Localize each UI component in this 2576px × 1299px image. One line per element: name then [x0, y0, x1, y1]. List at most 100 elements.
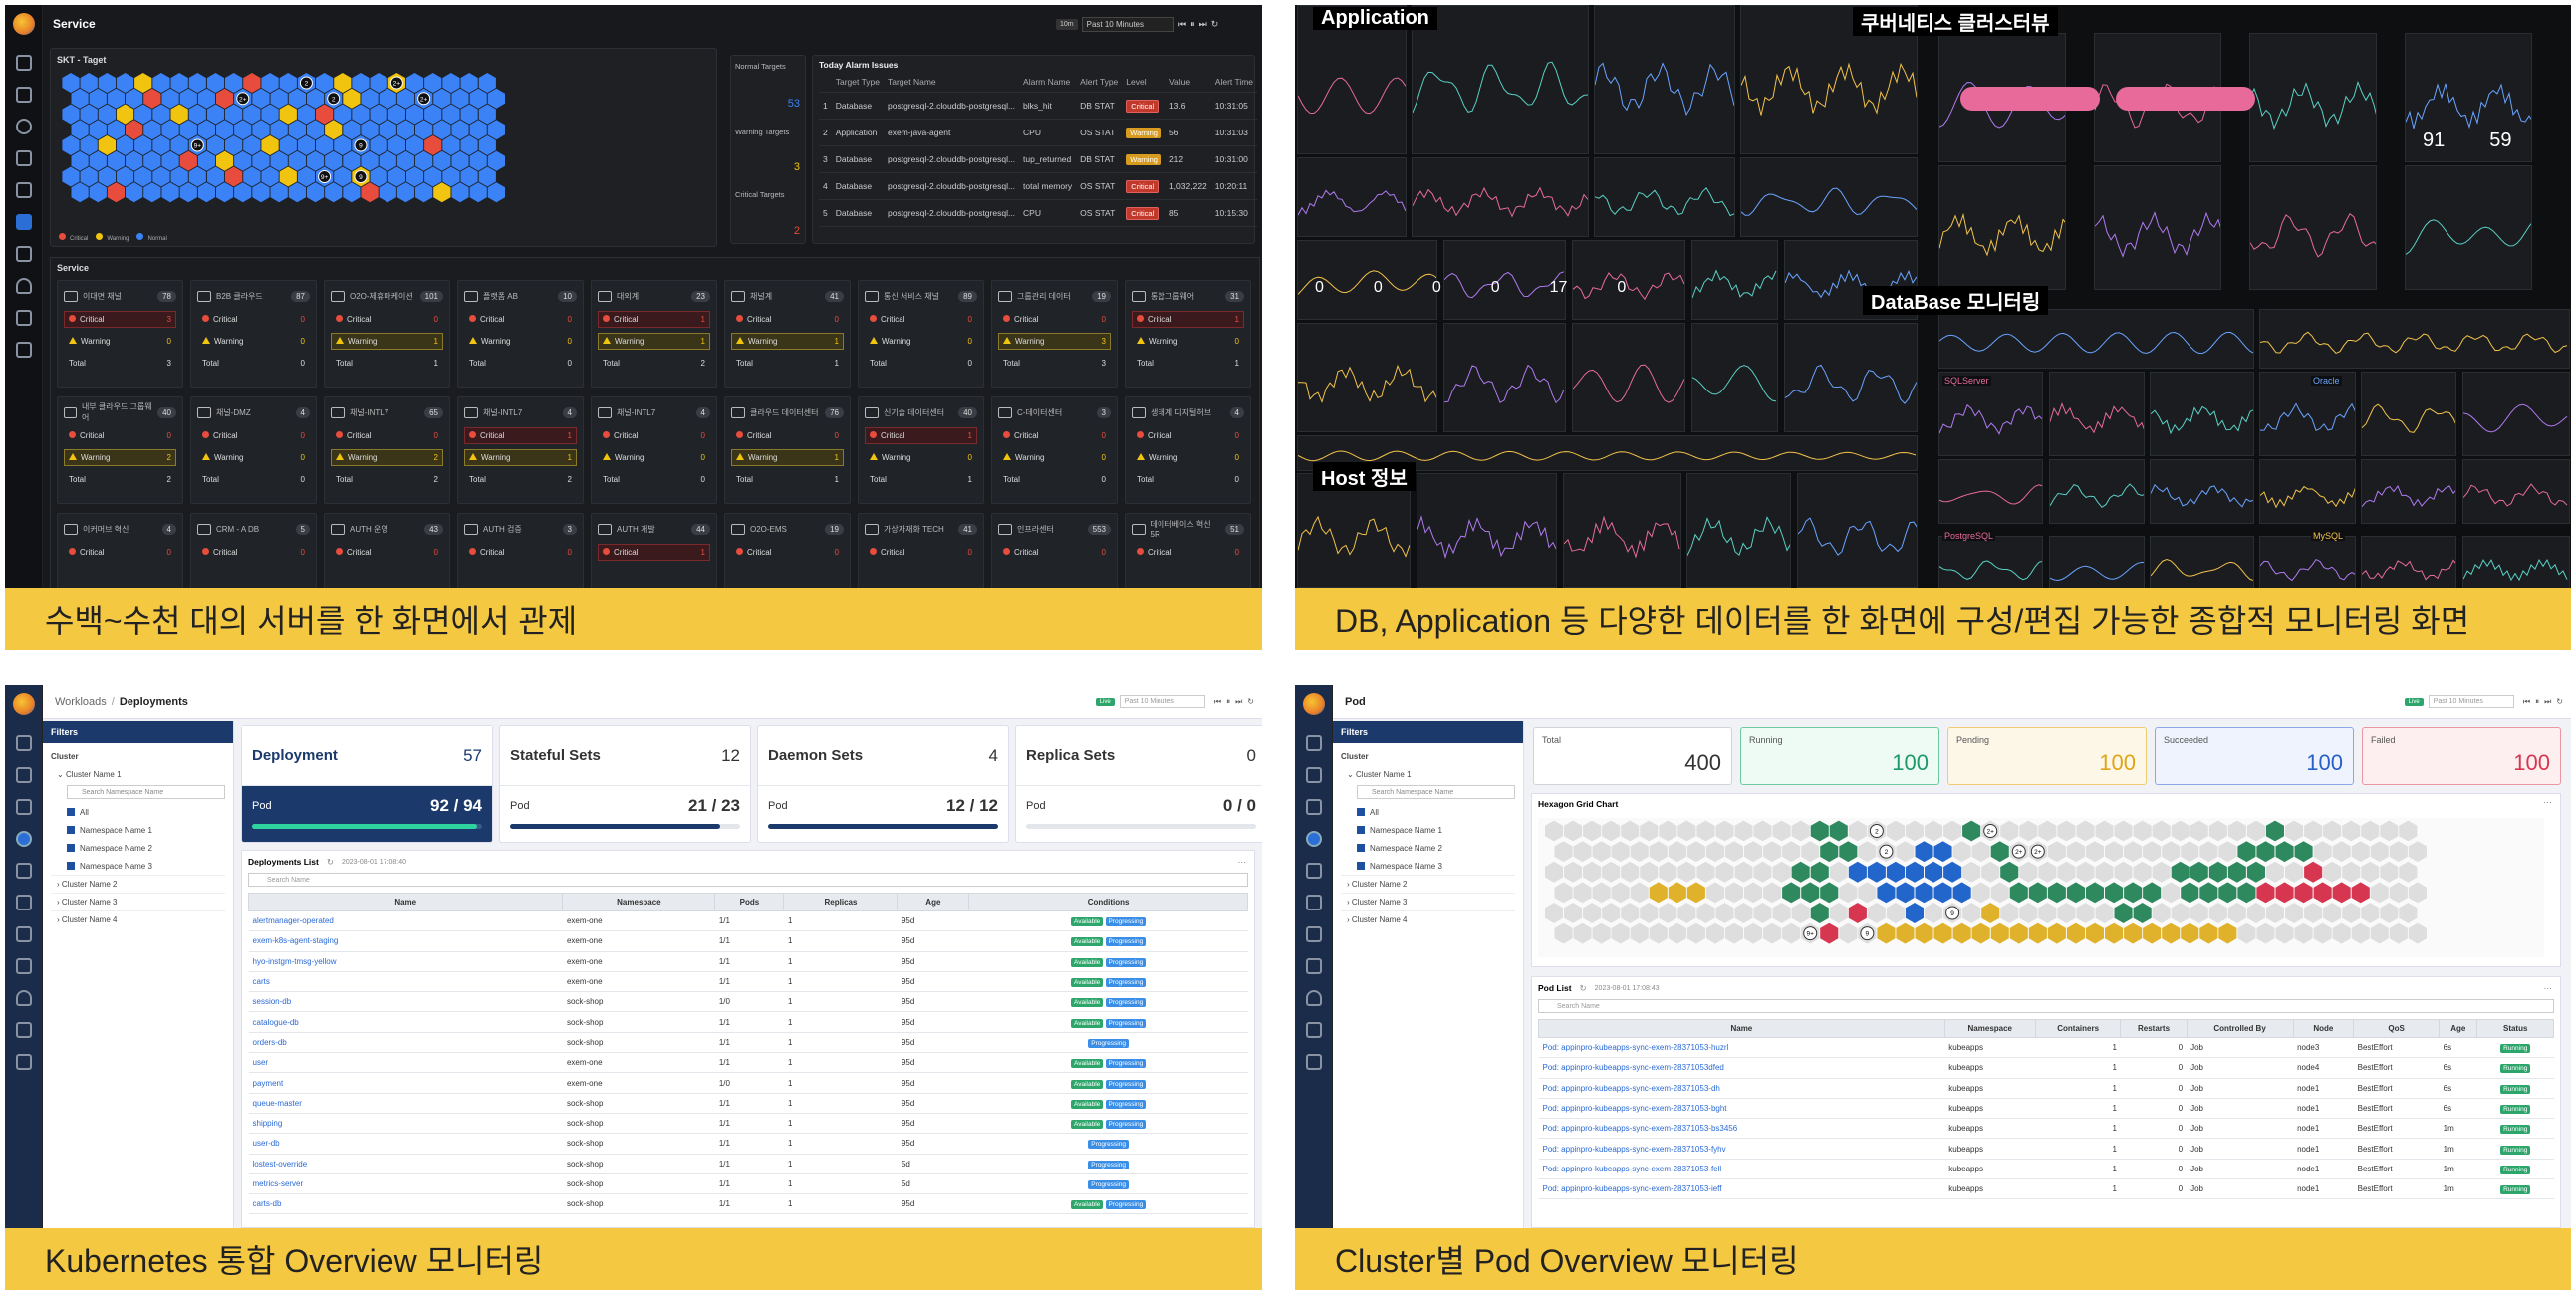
namespace-checkbox[interactable]: Namespace Name 1 — [1341, 821, 1515, 839]
pod-hex[interactable] — [2389, 882, 2408, 904]
pod-hex[interactable] — [1981, 903, 2000, 923]
server-hex[interactable] — [225, 135, 243, 155]
pod-hex[interactable] — [1772, 903, 1791, 923]
server-hex[interactable] — [379, 150, 396, 171]
dashboard-widget[interactable] — [1571, 323, 1686, 432]
pod-hex[interactable] — [2066, 922, 2085, 944]
service-icon[interactable] — [16, 926, 32, 942]
workloads-icon[interactable] — [16, 831, 32, 847]
server-hex[interactable] — [433, 150, 451, 171]
service-card[interactable]: 클라우드 데이터센터 76 Critical 0 Warning 1 Total 1 — [724, 396, 851, 504]
pod-hex[interactable] — [2162, 882, 2181, 904]
monitor-icon[interactable] — [16, 150, 32, 166]
server-hex[interactable] — [478, 135, 496, 155]
pod-hex[interactable] — [1640, 903, 1659, 923]
workload-summary-card[interactable]: Daemon Sets 4 Pod 12 / 12 — [757, 725, 1009, 843]
pod-hex[interactable] — [1611, 841, 1630, 863]
doc-icon[interactable] — [16, 1054, 32, 1070]
server-hex[interactable] — [107, 88, 126, 109]
server-hex[interactable] — [62, 104, 80, 125]
pod-hex[interactable] — [1705, 882, 1724, 904]
alarm-row[interactable]: 4 Database postgresql-2.clouddb-postgresql… — [819, 172, 1258, 200]
dashboard-widget[interactable] — [2462, 459, 2570, 524]
dashboard-widget[interactable] — [2404, 165, 2533, 290]
table-row[interactable]: Pod: appinpro-kubeapps-sync-exem-2837105… — [1538, 1057, 2554, 1079]
server-hex[interactable] — [334, 135, 352, 155]
server-hex[interactable] — [206, 104, 225, 125]
pod-hex[interactable] — [1724, 882, 1743, 904]
dashboard-widget[interactable] — [2150, 536, 2255, 588]
pause-icon[interactable]: ⏸ — [1190, 19, 1195, 29]
server-hex[interactable] — [396, 88, 415, 109]
live-badge[interactable]: Live — [1095, 697, 1115, 706]
pod-hex[interactable] — [1962, 820, 1981, 842]
pod-hex[interactable] — [2208, 861, 2227, 883]
pod-hex[interactable] — [1753, 820, 1772, 842]
pod-hex[interactable] — [1943, 861, 1962, 883]
pod-hex[interactable] — [2408, 841, 2427, 863]
pod-hex[interactable] — [1962, 903, 1981, 923]
workloads-icon[interactable] — [1306, 831, 1322, 847]
server-hex[interactable] — [170, 135, 188, 155]
pod-hex[interactable] — [1971, 841, 1990, 863]
server-hex[interactable] — [98, 166, 116, 187]
pod-hex[interactable] — [2380, 903, 2399, 923]
pod-hex[interactable] — [2304, 903, 2323, 923]
server-hex[interactable] — [261, 104, 279, 125]
pod-hex[interactable] — [2265, 861, 2284, 883]
server-hex[interactable] — [116, 104, 134, 125]
server-hex[interactable] — [215, 182, 234, 203]
server-hex[interactable] — [442, 135, 460, 155]
pod-hex[interactable] — [2124, 922, 2143, 944]
server-hex[interactable] — [343, 182, 361, 203]
pod-hex[interactable] — [2009, 922, 2028, 944]
pod-hex[interactable] — [2408, 922, 2427, 944]
bell-icon[interactable] — [1306, 990, 1322, 1006]
dashboard-widget[interactable] — [1937, 459, 2043, 524]
server-hex[interactable] — [343, 150, 361, 171]
pod-hex[interactable] — [2028, 882, 2047, 904]
server-hex[interactable] — [316, 104, 334, 125]
pod-hex[interactable] — [1734, 903, 1753, 923]
pod-hex[interactable] — [1801, 882, 1820, 904]
namespace-checkbox[interactable]: Namespace Name 3 — [1341, 857, 1515, 875]
pod-hex[interactable] — [1839, 841, 1858, 863]
table-cell[interactable]: exem-k8s-agent-staging — [248, 930, 563, 952]
table-row[interactable]: user exem-one 1/1 1 95d Available Progressing — [248, 1052, 1248, 1074]
pod-hex[interactable] — [2389, 841, 2408, 863]
pod-hex[interactable] — [1791, 820, 1810, 842]
pod-hex[interactable] — [2152, 903, 2171, 923]
alarm-col-header[interactable]: Alert Type — [1076, 72, 1123, 93]
server-hex[interactable] — [243, 166, 261, 187]
pod-hex[interactable] — [1724, 922, 1743, 944]
pod-hex[interactable] — [1715, 820, 1734, 842]
refresh-icon[interactable]: ↻ — [2556, 697, 2563, 706]
pod-hex[interactable] — [2237, 882, 2256, 904]
pod-hex[interactable] — [2342, 861, 2361, 883]
server-hex[interactable] — [487, 120, 505, 140]
dashboard-widget[interactable] — [1783, 323, 1918, 432]
pod-hex[interactable] — [2370, 882, 2389, 904]
table-row[interactable]: Pod: appinpro-kubeapps-sync-exem-2837105… — [1538, 1159, 2554, 1180]
pod-hex[interactable] — [1630, 922, 1649, 944]
database-icon[interactable] — [16, 182, 32, 198]
service-card[interactable]: 채널-INTL7 65 Critical 0 Warning 2 Total 2 — [324, 396, 450, 504]
server-hex[interactable] — [71, 120, 89, 140]
time-badge[interactable]: 10m — [1056, 19, 1078, 30]
pod-hex[interactable] — [1630, 841, 1649, 863]
pod-hex[interactable] — [1763, 922, 1782, 944]
pod-hex[interactable] — [1573, 882, 1592, 904]
pod-hex[interactable] — [2246, 903, 2265, 923]
pod-hex[interactable] — [2332, 922, 2351, 944]
table-row[interactable]: queue-master sock-shop 1/1 1 95d Available Pr… — [248, 1093, 1248, 1114]
dashboard-widget[interactable] — [2259, 372, 2357, 456]
pod-hex[interactable] — [1659, 861, 1677, 883]
database-icon[interactable] — [1306, 895, 1322, 910]
pod-hex[interactable] — [1753, 861, 1772, 883]
table-cell[interactable]: Pod: appinpro-kubeapps-sync-exem-2837105… — [1538, 1057, 1945, 1079]
pod-hex[interactable] — [1715, 903, 1734, 923]
cluster-item[interactable]: › Cluster Name 4 — [51, 910, 225, 928]
server-hex[interactable] — [316, 73, 334, 93]
server-hex[interactable] — [206, 166, 225, 187]
table-row[interactable]: Pod: appinpro-kubeapps-sync-exem-2837105… — [1538, 1118, 2554, 1140]
